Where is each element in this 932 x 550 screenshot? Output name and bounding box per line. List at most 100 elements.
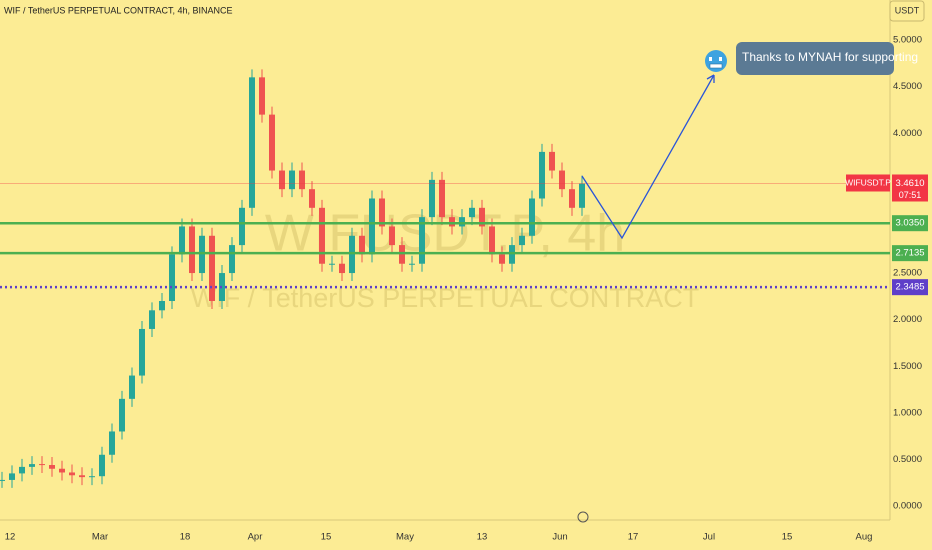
candle-body [489,226,495,255]
candle-body [439,179,445,218]
candle-body [549,151,555,171]
candle-body [209,235,215,302]
x-tick-label: 15 [321,532,332,543]
overlay: 5.00004.50004.00003.50003.00002.50002.00… [5,35,928,543]
candle-body [79,475,85,478]
x-tick-label: 12 [5,532,16,543]
candle-body [199,235,205,274]
x-tick-label: 13 [477,532,488,543]
price-label: 3.4610 [895,178,924,189]
countdown-label: 07:51 [899,190,922,200]
candle-body [179,226,185,255]
currency-button[interactable] [889,0,925,22]
projection-path [581,74,715,240]
emoji-mouth [709,63,723,69]
candle-body [469,207,475,218]
candle-body [529,198,535,236]
candle-body [69,472,75,476]
x-tick-label: Jun [552,532,567,543]
x-tick-label: 18 [180,532,191,543]
candle-body [19,466,25,474]
candle-body [339,263,345,274]
candle-body [129,375,135,399]
x-tick-label: 15 [782,532,793,543]
level-label: 2.3485 [895,282,924,293]
currency-label: USDT [895,5,920,15]
symbol-tag [846,174,890,192]
candle-body [329,263,335,265]
candle-body [399,245,405,264]
candle-body [9,473,15,480]
level-tag [892,279,928,296]
y-tick-label: 4.0000 [893,128,922,139]
candle-body [309,189,315,208]
y-tick-label: 1.0000 [893,407,922,418]
candle-body [289,170,295,190]
candle-body [359,235,365,255]
candle-body [509,245,515,264]
candle-body [299,170,305,190]
candle-body [429,179,435,218]
candle-body [559,170,565,190]
candle-body [119,398,125,432]
x-tick-label: Aug [856,532,873,543]
x-tick-label: 17 [628,532,639,543]
candle-body [569,189,575,208]
candle-body [519,235,525,246]
emoji-eye [719,57,722,61]
level-tag [892,245,928,262]
candle-body [99,454,105,477]
y-tick-label: 5.0000 [893,35,922,46]
level-tag [892,215,928,232]
replay-icon[interactable] [577,511,589,523]
candle-body [419,217,425,264]
candle-body [39,464,45,466]
candle-body [579,183,585,208]
candle-body [29,464,35,467]
candle-body [349,235,355,274]
y-tick-label: 0.0000 [893,501,922,512]
candle-body [449,217,455,227]
symbol-label: WIFUSDT.P [845,178,891,188]
chart-title: WIF / TetherUS PERPETUAL CONTRACT, 4h, B… [4,5,233,15]
callout-box [736,42,894,75]
projection-arrowhead [706,74,715,83]
candle-body [249,77,255,208]
candle-body [539,151,545,199]
candle-body [89,476,95,478]
candle-body [0,479,5,481]
candle-body [189,226,195,274]
emoji-icon [705,50,727,72]
x-tick-label: Mar [92,532,108,543]
y-tick-label: 4.5000 [893,81,922,92]
y-tick-label: 1.5000 [893,361,922,372]
x-tick-label: Jul [703,532,715,543]
y-tick-label: 2.0000 [893,314,922,325]
candle-body [269,114,275,171]
candle-body [59,468,65,473]
candle-body [109,431,115,455]
level-label: 3.0350 [895,218,924,229]
candle-body [459,217,465,227]
candle-body [49,465,55,469]
candle-body [239,207,245,246]
level-label: 2.7135 [895,248,924,259]
candle-body [169,254,175,302]
candle-body [279,170,285,190]
candle-body [379,198,385,227]
candle-body [389,226,395,246]
candle-body [159,301,165,311]
y-tick-label: 0.5000 [893,454,922,465]
candle-body [229,245,235,274]
x-tick-label: Apr [248,532,263,543]
levels [0,182,890,289]
candle-body [479,207,485,227]
callout-text: Thanks to MYNAH for supporting [742,50,918,64]
candle-body [369,198,375,255]
y-tick-label: 2.5000 [893,268,922,279]
price-tag [892,174,928,202]
x-tick-label: May [396,532,414,543]
candle-body [149,310,155,329]
